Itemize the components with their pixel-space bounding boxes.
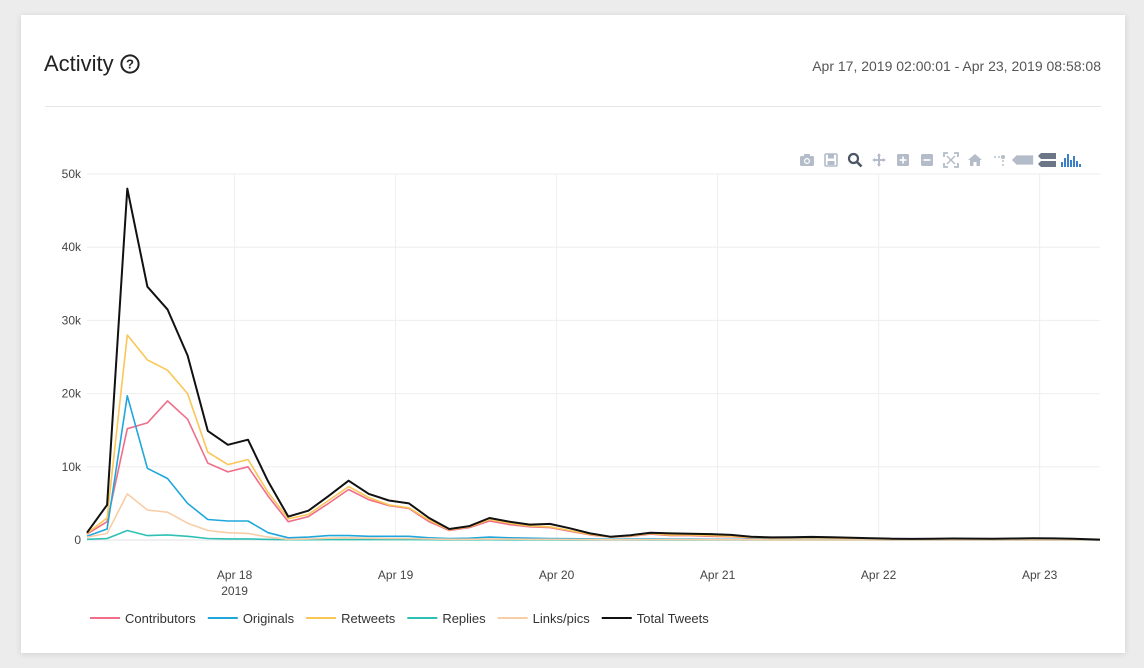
legend-item[interactable]: Originals <box>207 611 295 626</box>
series-line-originals[interactable] <box>86 394 1101 541</box>
chart-legend: Contributors Originals Retweets Replies Link… <box>90 611 709 626</box>
autoscale-icon[interactable] <box>939 151 963 169</box>
hover-closest-icon[interactable] <box>1011 151 1035 169</box>
help-icon[interactable]: ? <box>120 54 140 74</box>
plotly-logo-icon[interactable] <box>1059 151 1083 169</box>
legend-item[interactable]: Links/pics <box>497 611 591 626</box>
zoom-out-icon[interactable] <box>915 151 939 169</box>
legend-item[interactable]: Total Tweets <box>601 611 710 626</box>
svg-text:?: ? <box>126 57 134 72</box>
y-tick-label: 10k <box>62 460 82 474</box>
reset-axes-icon[interactable] <box>963 151 987 169</box>
x-tick-label: Apr 21 <box>700 568 736 582</box>
x-tick-label: Apr 22 <box>861 568 897 582</box>
legend-item[interactable]: Contributors <box>90 611 196 626</box>
chart-grid <box>87 173 1100 541</box>
x-tick-label: Apr 20 <box>539 568 575 582</box>
x-tick-label: Apr 18 <box>217 568 253 582</box>
y-tick-label: 30k <box>62 313 82 327</box>
hover-compare-icon[interactable] <box>1035 151 1059 169</box>
x-tick-label: Apr 19 <box>378 568 414 582</box>
camera-icon[interactable] <box>795 151 819 169</box>
legend-label: Originals <box>243 611 295 626</box>
title-text: Activity <box>44 51 114 76</box>
legend-label: Total Tweets <box>637 611 710 626</box>
legend-label: Retweets <box>341 611 396 626</box>
series-line-contributors[interactable] <box>86 400 1101 541</box>
header-divider <box>45 106 1101 107</box>
series-line-links-pics[interactable] <box>86 493 1101 541</box>
x-tick-sublabel: 2019 <box>221 584 248 598</box>
date-range: Apr 17, 2019 02:00:01 - Apr 23, 2019 08:… <box>812 58 1101 74</box>
y-tick-label: 0 <box>74 533 81 547</box>
legend-label: Replies <box>442 611 486 626</box>
legend-item[interactable]: Retweets <box>306 611 396 626</box>
chart-series <box>86 187 1101 541</box>
legend-item[interactable]: Replies <box>407 611 486 626</box>
legend-label: Links/pics <box>533 611 591 626</box>
pan-icon[interactable] <box>867 151 891 169</box>
page-title: Activity ? <box>44 51 140 77</box>
zoom-icon[interactable] <box>843 151 867 169</box>
activity-card: Activity ? Apr 17, 2019 02:00:01 - Apr 2… <box>21 15 1125 653</box>
y-tick-label: 20k <box>62 387 82 401</box>
x-axis: Apr 18 2019 Apr 19 Apr 20 Apr 21 Apr 22 Apr 23 <box>217 568 1058 598</box>
legend-label: Contributors <box>125 611 196 626</box>
save-icon[interactable] <box>819 151 843 169</box>
zoom-in-icon[interactable] <box>891 151 915 169</box>
y-tick-label: 50k <box>62 167 82 181</box>
x-tick-label: Apr 23 <box>1022 568 1058 582</box>
spike-lines-icon[interactable] <box>987 151 1011 169</box>
y-axis: 0 10k 20k 30k 40k 50k <box>62 167 82 547</box>
series-line-retweets[interactable] <box>86 334 1101 541</box>
series-line-total-tweets[interactable] <box>86 187 1101 541</box>
y-tick-label: 40k <box>62 240 82 254</box>
chart-modebar <box>795 151 1083 169</box>
